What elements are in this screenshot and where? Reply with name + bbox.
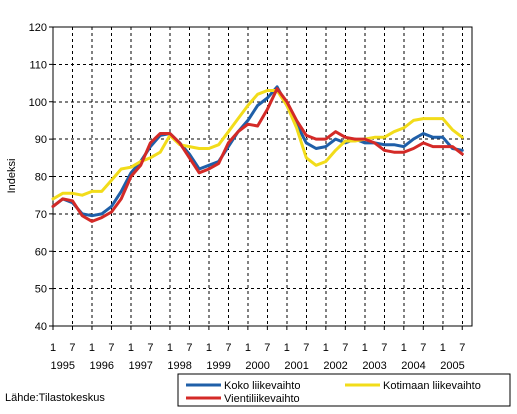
series-line-vientiliikevaihto — [51, 87, 464, 223]
x-tick-year-label: 1998 — [167, 360, 191, 372]
x-tick-month-label: 7 — [264, 342, 270, 354]
x-tick-month-label: 1 — [284, 342, 290, 354]
y-axis-title: Indeksi — [6, 159, 18, 194]
legend-label-koko: Koko liikevaihto — [224, 380, 300, 392]
x-tick-month-label: 1 — [167, 342, 173, 354]
grid-lines — [53, 27, 472, 326]
x-tick-month-label: 1 — [440, 342, 446, 354]
y-tick-label: 90 — [35, 134, 47, 146]
y-tick-label: 100 — [29, 97, 47, 109]
x-tick-month-label: 1 — [206, 342, 212, 354]
series-line-kotimaan-liikevaihto — [51, 89, 464, 201]
y-tick-label: 110 — [29, 59, 47, 71]
x-tick-year-label: 2002 — [323, 360, 347, 372]
x-tick-month-label: 7 — [69, 342, 75, 354]
series-lines — [51, 85, 464, 223]
x-tick-year-label: 1999 — [206, 360, 230, 372]
y-tick-label: 120 — [29, 22, 47, 34]
x-tick-year-label: 2005 — [440, 360, 464, 372]
legend: Koko liikevaihto Vientiliikevaihto Kotim… — [177, 373, 511, 407]
x-tick-month-label: 7 — [225, 342, 231, 354]
x-tick-month-label: 1 — [245, 342, 251, 354]
x-tick-month-label: 7 — [147, 342, 153, 354]
x-tick-month-label: 7 — [303, 342, 309, 354]
x-tick-year-label: 1996 — [89, 360, 113, 372]
x-tick-year-label: 2001 — [284, 360, 308, 372]
x-tick-month-label: 1 — [128, 342, 134, 354]
x-tick-month-label: 7 — [381, 342, 387, 354]
y-tick-label: 60 — [35, 246, 47, 258]
y-tick-label: 80 — [35, 172, 47, 184]
x-tick-month-label: 1 — [323, 342, 329, 354]
x-tick-month-label: 7 — [342, 342, 348, 354]
legend-box — [177, 373, 511, 407]
legend-label-vienti: Vientiliikevaihto — [224, 393, 300, 405]
x-tick-month-label: 7 — [186, 342, 192, 354]
x-tick-year-label: 1997 — [128, 360, 152, 372]
x-tick-month-label: 7 — [108, 342, 114, 354]
x-tick-year-label: 2004 — [401, 360, 425, 372]
x-tick-month-label: 1 — [401, 342, 407, 354]
x-tick-month-label: 7 — [459, 342, 465, 354]
source-text: Lähde:Tilastokeskus — [5, 392, 105, 404]
x-tick-month-label: 1 — [89, 342, 95, 354]
x-tick-year-label: 1995 — [51, 360, 75, 372]
y-tick-label: 50 — [35, 284, 47, 296]
series-line-koko-liikevaihto — [51, 85, 464, 218]
y-axis-ticks: 40 50 60 70 80 90 100 110 120 — [29, 22, 53, 333]
y-tick-label: 70 — [35, 209, 47, 221]
x-tick-month-label: 7 — [420, 342, 426, 354]
x-tick-month-label: 1 — [50, 342, 56, 354]
x-axis-ticks: 1 7 1995 1 7 1996 1 7 1997 1 7 1998 1 7 1999 1 7 2000 1 7 20… — [50, 326, 465, 372]
x-tick-year-label: 2000 — [245, 360, 269, 372]
x-tick-year-label: 2003 — [362, 360, 386, 372]
x-tick-month-label: 1 — [362, 342, 368, 354]
legend-label-kotimaan: Kotimaan liikevaihto — [383, 380, 481, 392]
y-tick-label: 40 — [35, 321, 47, 333]
